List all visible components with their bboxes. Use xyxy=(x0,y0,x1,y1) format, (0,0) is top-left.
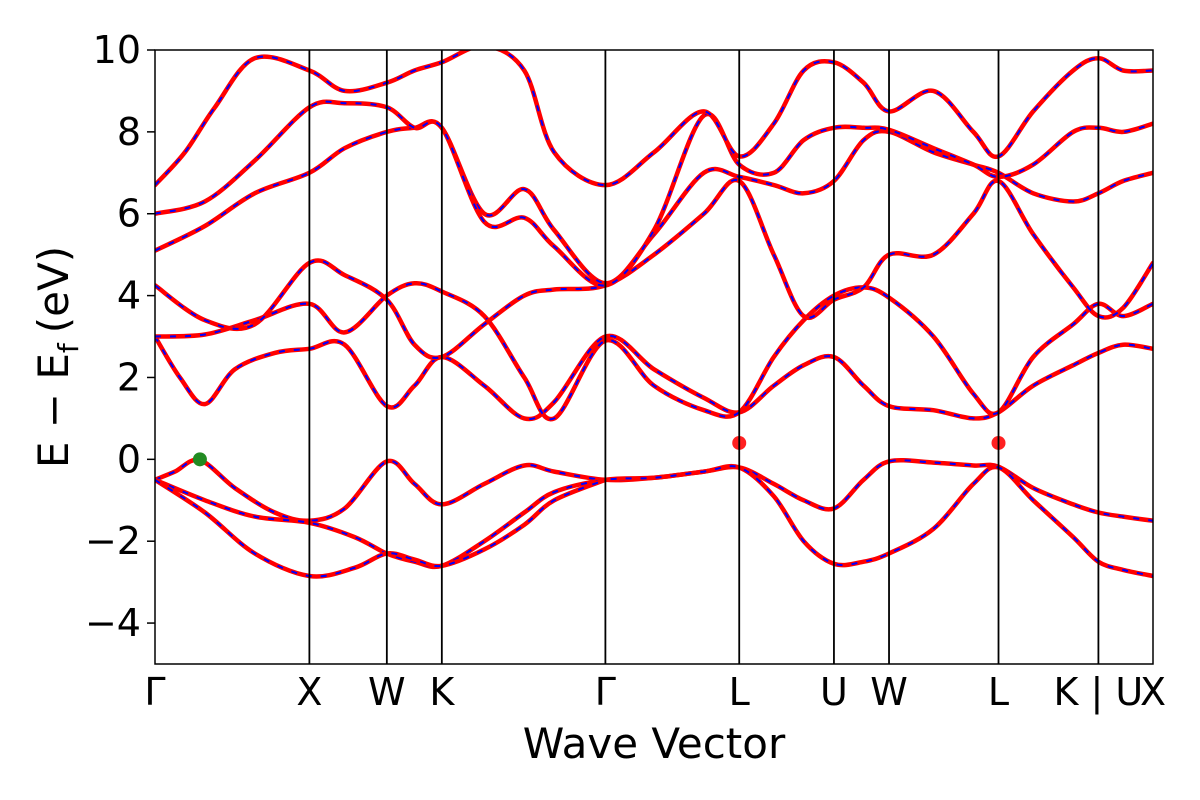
y-tick-label: 2 xyxy=(117,355,141,399)
band-line-overlay xyxy=(155,120,1153,285)
y-tick-label: 6 xyxy=(117,192,141,236)
x-tick-label: X xyxy=(1140,670,1166,714)
kpoint-vertical-lines xyxy=(308,50,1100,664)
x-tick-label: Γ xyxy=(144,670,165,714)
x-tick-label: U xyxy=(820,670,848,714)
y-tick-label: 8 xyxy=(117,110,141,154)
x-tick-label: L xyxy=(729,670,750,714)
x-tick-label: Γ xyxy=(595,670,616,714)
y-tick-label: −2 xyxy=(85,519,141,563)
y-tick-label: 10 xyxy=(93,28,141,72)
y-axis-title-main: E − E xyxy=(29,353,78,468)
plot-frame xyxy=(154,49,1154,665)
x-tick-label: X xyxy=(296,670,322,714)
x-tick-label: L xyxy=(988,670,1009,714)
x-tick-label: W xyxy=(870,670,908,714)
band-line-overlay xyxy=(155,465,1153,577)
band-line-overlay xyxy=(155,178,1153,359)
x-tick-label: K | U xyxy=(1054,670,1144,715)
y-axis-title-subscript: f xyxy=(52,342,85,353)
y-axis-title: E − Ef (eV) xyxy=(29,246,85,468)
y-tick-label: −4 xyxy=(85,601,141,645)
band-extremum-marker xyxy=(192,452,207,467)
y-axis: −4 −2 0 2 4 6 8 10 xyxy=(85,28,155,645)
plot-area xyxy=(155,50,1153,579)
band-line xyxy=(155,50,1153,188)
x-tick-label: K xyxy=(429,670,455,714)
y-tick-label: 0 xyxy=(117,437,141,481)
band-line-overlay xyxy=(155,100,1153,287)
x-axis-title: Wave Vector xyxy=(523,719,786,768)
x-tick-label: W xyxy=(368,670,406,714)
y-axis-title-unit: (eV) xyxy=(29,246,78,333)
y-tick-label: 4 xyxy=(117,274,141,318)
band-line xyxy=(155,477,608,579)
band-line-overlay xyxy=(155,282,1153,421)
